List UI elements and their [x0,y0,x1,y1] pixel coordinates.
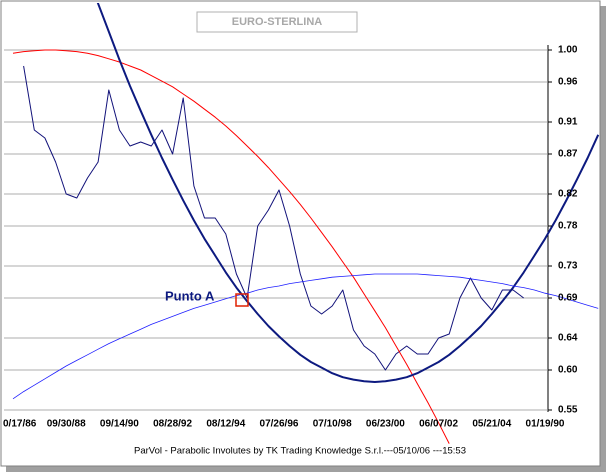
x-tick-label: 0/17/86 [3,419,37,430]
x-tick-label: 01/19/90 [526,419,565,430]
y-tick-label: 0.69 [558,293,578,304]
y-tick-label: 0.73 [558,261,578,272]
frame [0,0,601,467]
y-tick-label: 0.96 [558,77,578,88]
plot [12,3,600,444]
grid [4,49,548,411]
x-tick-label: 07/10/98 [313,419,352,430]
y-tick-label: 0.91 [558,117,578,128]
x-tick-label: 08/12/94 [206,419,245,430]
series-line [12,273,599,400]
series-line [12,49,450,444]
x-tick-label: 09/14/90 [100,419,139,430]
title-box [196,11,358,33]
y-tick-label: 0.55 [558,405,578,416]
x-tick-label: 06/07/02 [419,419,458,430]
x-tick-label: 09/30/88 [47,419,86,430]
y-tick-label: 1.00 [558,45,578,56]
x-tick-label: 06/23/00 [366,419,405,430]
x-tick-label: 07/26/96 [260,419,299,430]
y-tick-label: 0.82 [558,189,578,200]
y-tick-label: 0.87 [558,149,578,160]
series-line [23,65,525,371]
x-tick-label: 08/28/92 [153,419,192,430]
y-tick-label: 0.64 [558,333,578,344]
point-marker [235,293,249,307]
x-tick-label: 05/21/04 [472,419,511,430]
chart-title: EURO-STERLINA [232,16,323,28]
annotation: Punto A [165,288,215,303]
footer: ParVol - Parabolic Involutes by TK Tradi… [134,446,466,457]
y-tick-label: 0.78 [558,221,578,232]
series-line [96,3,600,383]
y-tick-label: 0.60 [558,365,578,376]
